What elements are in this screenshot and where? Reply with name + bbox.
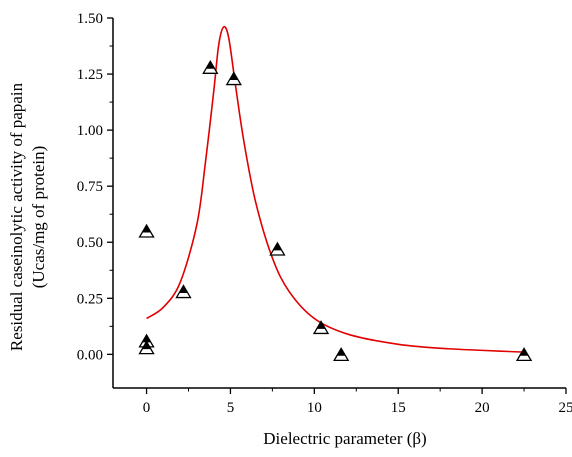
- x-tick-label: 10: [307, 400, 322, 416]
- y-tick-label: 0.00: [77, 347, 103, 363]
- x-tick-label: 15: [391, 400, 406, 416]
- x-tick-label: 5: [227, 400, 235, 416]
- data-point: [140, 225, 154, 237]
- data-point: [203, 61, 217, 73]
- data-point: [227, 73, 241, 85]
- fit-curve-layer: [147, 27, 525, 352]
- x-tick-label: 0: [143, 400, 151, 416]
- y-axis-title-line2: (Ucas/mg of protein): [29, 146, 48, 289]
- data-point: [314, 321, 328, 333]
- y-tick-label: 1.00: [77, 123, 103, 139]
- data-point: [270, 243, 284, 255]
- y-axis-title-group: Residual caseinolytic activity of papain…: [7, 82, 48, 351]
- x-tick-label: 20: [475, 400, 490, 416]
- axes: 0 5 10 15 20 25 0.00 0.25 0.50 0.75 1.00 1.25 1.50: [77, 11, 572, 416]
- x-tick-label: 25: [559, 400, 572, 416]
- y-axis-title-line1: Residual caseinolytic activity of papain: [7, 82, 26, 351]
- y-tick-label: 0.25: [77, 291, 103, 307]
- y-tick-label: 0.50: [77, 235, 103, 251]
- fit-curve: [147, 27, 525, 352]
- data-points-layer: [140, 61, 532, 360]
- x-axis-title: Dielectric parameter (β): [263, 429, 426, 448]
- y-tick-label: 0.75: [77, 179, 103, 195]
- y-tick-label: 1.25: [77, 67, 103, 83]
- y-tick-label: 1.50: [77, 11, 103, 27]
- data-point: [334, 348, 348, 360]
- data-point: [517, 348, 531, 360]
